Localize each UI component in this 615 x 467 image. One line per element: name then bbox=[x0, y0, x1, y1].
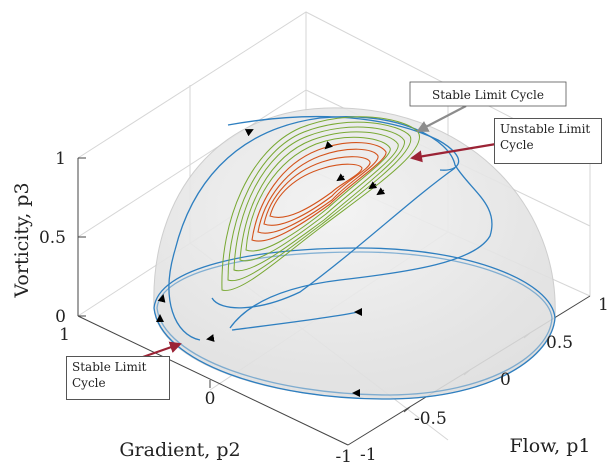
x-tick-labels: -1 -0.5 0 0.5 1 bbox=[360, 295, 609, 465]
svg-text:-1: -1 bbox=[335, 447, 352, 467]
inner-trajectory bbox=[211, 167, 456, 309]
svg-text:0.5: 0.5 bbox=[39, 228, 66, 248]
stable-top-annotation: Stable Limit Cycle bbox=[409, 81, 567, 107]
spiral-trajectory bbox=[168, 116, 493, 341]
svg-text:-1: -1 bbox=[360, 445, 377, 465]
unstable-cycle-family bbox=[251, 142, 387, 242]
stable-bottom-annotation: Stable Limit Cycle bbox=[66, 356, 170, 400]
svg-text:1: 1 bbox=[598, 295, 609, 315]
stable-cycle-family bbox=[221, 116, 421, 291]
outer-arc bbox=[227, 115, 460, 171]
base-stable-cycle-inner bbox=[156, 251, 553, 396]
stable-top-pointer bbox=[416, 105, 467, 132]
y-axis-label: Gradient, p2 bbox=[119, 439, 240, 461]
stable-bottom-pointer bbox=[139, 341, 182, 360]
svg-text:0: 0 bbox=[500, 370, 511, 390]
svg-text:0.5: 0.5 bbox=[546, 333, 573, 353]
svg-text:1: 1 bbox=[55, 149, 66, 169]
flow-arrows bbox=[156, 129, 386, 397]
z-axis-label: Vorticity, p3 bbox=[11, 182, 33, 298]
svg-text:1: 1 bbox=[59, 325, 70, 345]
svg-text:Stable Limit Cycle: Stable Limit Cycle bbox=[432, 88, 544, 102]
z-tick-labels: 0 0.5 1 bbox=[39, 149, 66, 327]
svg-text:-0.5: -0.5 bbox=[414, 409, 447, 429]
unstable-pointer bbox=[410, 142, 497, 163]
y-tick-labels: 1 0 -1 bbox=[59, 325, 352, 467]
back-trajectory bbox=[231, 311, 359, 331]
svg-text:0: 0 bbox=[55, 307, 66, 327]
x-axis-label: Flow, p1 bbox=[509, 435, 590, 457]
unstable-annotation: Unstable Limit Cycle bbox=[494, 118, 602, 164]
svg-text:0: 0 bbox=[205, 389, 216, 409]
